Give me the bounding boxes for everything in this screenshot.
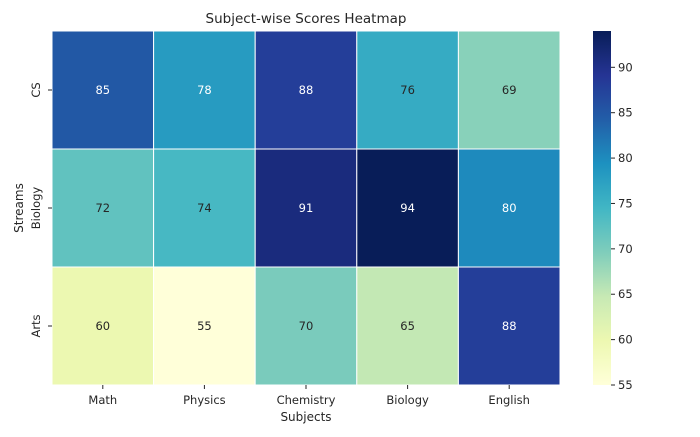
x-tick-label: Physics: [183, 393, 226, 407]
cell-value-label: 88: [299, 83, 314, 97]
cell-value-label: 91: [299, 201, 314, 215]
colorbar-gradient: [593, 31, 611, 385]
x-tick-label: Biology: [386, 393, 429, 407]
colorbar-tick-label: 65: [618, 287, 633, 301]
cell-value-label: 55: [197, 319, 212, 333]
heatmap-cell: [51, 148, 155, 268]
heatmap-cell: [356, 266, 459, 386]
cell-value-label: 74: [197, 201, 212, 215]
colorbar-tick-label: 70: [618, 242, 633, 256]
x-axis-label: Subjects: [280, 410, 331, 424]
colorbar-tick-label: 60: [618, 333, 633, 347]
heatmap-cell: [457, 266, 561, 386]
chart-title: Subject-wise Scores Heatmap: [206, 11, 407, 27]
y-axis-label: Streams: [12, 183, 26, 233]
heatmap-cell: [457, 30, 561, 150]
x-tick-label: Chemistry: [277, 393, 336, 407]
cell-value-label: 78: [197, 83, 212, 97]
heatmap-cell: [153, 266, 256, 386]
cell-value-label: 94: [400, 201, 415, 215]
colorbar-tick-label: 90: [618, 60, 633, 74]
cell-value-label: 69: [502, 83, 517, 97]
cell-value-label: 76: [400, 83, 415, 97]
heatmap-cell: [254, 266, 358, 386]
heatmap-cell: [153, 30, 256, 150]
x-tick-label: Math: [88, 393, 117, 407]
heatmap-cells: 85 78 88 76 69 72 74 91 94 80 60 55 70 65 88: [51, 30, 561, 386]
heatmap-cell: [254, 30, 358, 150]
heatmap-cell: [457, 148, 561, 268]
colorbar-tick-label: 80: [618, 151, 633, 165]
colorbar: 55 60 65 70 75 80 85 90: [593, 31, 633, 392]
colorbar-tick-label: 85: [618, 106, 633, 120]
cell-value-label: 70: [299, 319, 314, 333]
heatmap-cell: [254, 148, 358, 268]
cell-value-label: 60: [95, 319, 110, 333]
heatmap-cell: [51, 30, 155, 150]
cell-value-label: 88: [502, 319, 517, 333]
y-tick-label: Biology: [29, 187, 43, 230]
x-tick-label: English: [488, 393, 530, 407]
y-tick-label: CS: [29, 82, 43, 97]
cell-value-label: 80: [502, 201, 517, 215]
cell-value-label: 72: [95, 201, 110, 215]
heatmap-cell: [356, 30, 459, 150]
cell-value-label: 85: [95, 83, 110, 97]
cell-value-label: 65: [400, 319, 415, 333]
colorbar-tick-label: 75: [618, 196, 633, 210]
colorbar-tick-label: 55: [618, 378, 633, 392]
y-tick-label: Arts: [29, 314, 43, 337]
x-axis: Math Physics Chemistry Biology English: [88, 385, 530, 407]
y-axis: CS Biology Arts: [29, 82, 52, 338]
